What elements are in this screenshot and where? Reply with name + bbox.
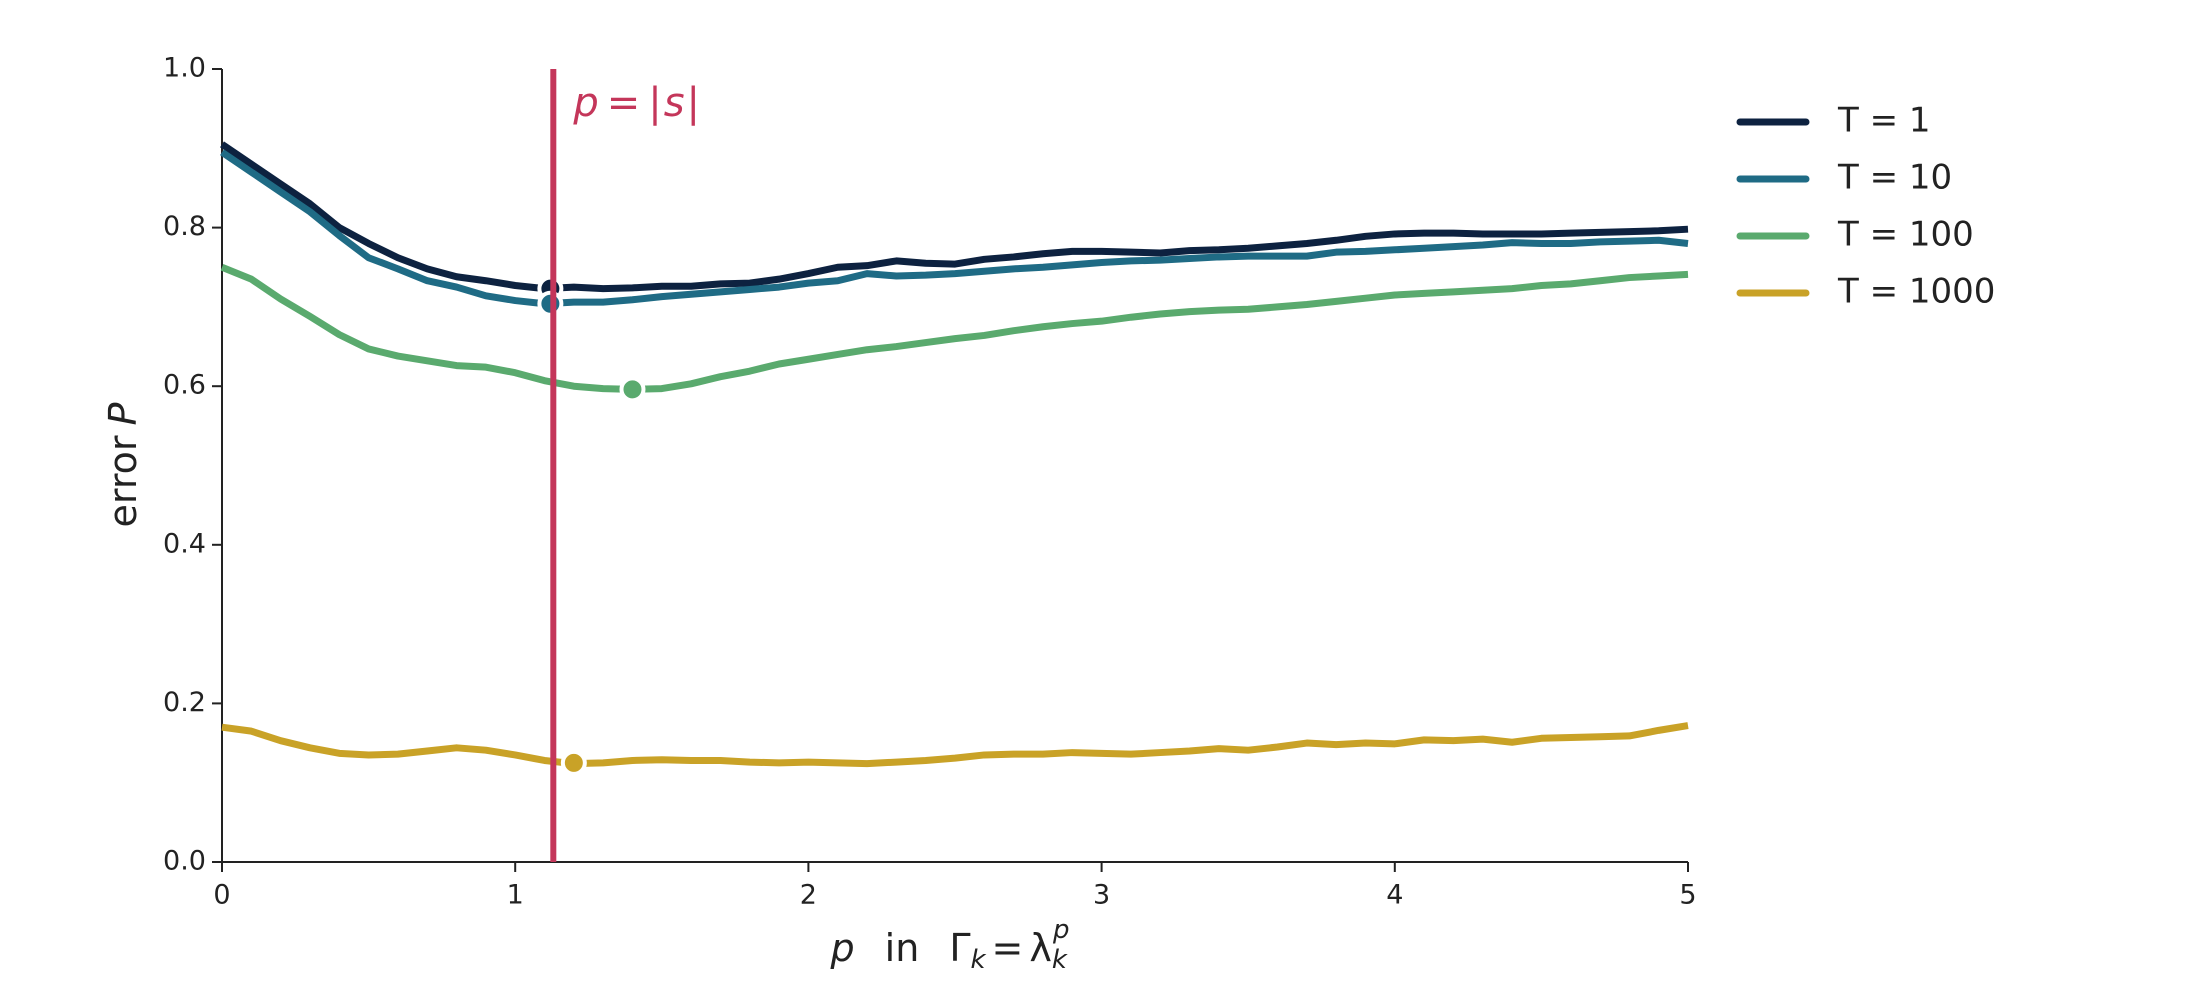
x-tick-label: 4 [1386, 880, 1403, 911]
reference-label-part: p [572, 80, 598, 126]
x-tick-label: 0 [213, 880, 230, 911]
y-axis-label: errorP [101, 402, 145, 527]
reference-label-part: = [607, 80, 641, 126]
legend-label: T = 10 [1837, 158, 1952, 198]
x-tick-label: 3 [1093, 880, 1110, 911]
legend-label: T = 1 [1837, 101, 1931, 141]
series-line [220, 141, 1689, 293]
series-line [220, 149, 1689, 308]
x-axis-label: p in Γk = λkp [830, 915, 1070, 975]
y-tick-label: 0.2 [163, 687, 206, 718]
y-tick-label: 0.4 [163, 528, 206, 559]
x-tick-label: 1 [507, 880, 524, 911]
x-tick-label: 5 [1679, 880, 1696, 911]
min-marker [560, 749, 587, 776]
y-tick-label: 1.0 [163, 53, 206, 84]
legend-label: T = 100 [1837, 215, 1974, 255]
reference-label-part: s [664, 80, 685, 126]
reference-label-part: | [687, 80, 700, 126]
series-line [220, 264, 1689, 393]
x-tick-label: 2 [800, 880, 817, 911]
reference-label-part: | [648, 80, 661, 126]
y-tick-label: 0.6 [163, 370, 206, 401]
series-line [221, 722, 1689, 768]
y-tick-label: 0.8 [163, 211, 206, 242]
min-marker [619, 376, 646, 403]
legend-label: T = 1000 [1837, 272, 1995, 312]
y-tick-label: 0.0 [163, 846, 206, 877]
reference-label: p = |s| [572, 80, 700, 126]
